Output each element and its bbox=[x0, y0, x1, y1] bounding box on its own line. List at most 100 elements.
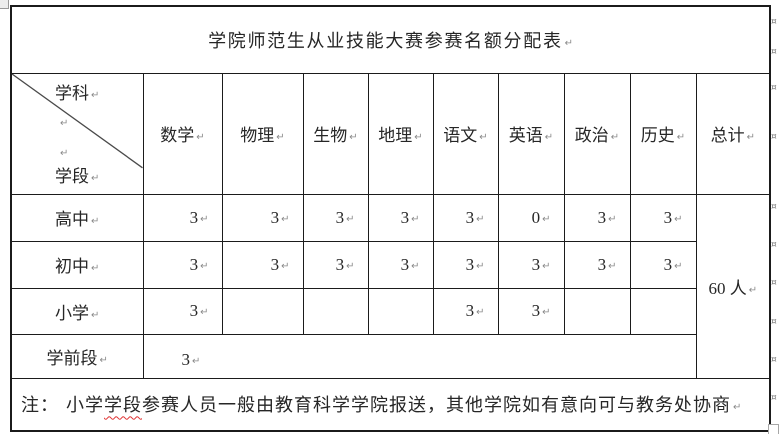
quota-cell[interactable]: 3 ↵ bbox=[142, 240, 223, 289]
corner-subject-label: 学科 ↵ bbox=[55, 83, 100, 103]
quota-cell[interactable] bbox=[367, 287, 434, 335]
quota-cell[interactable] bbox=[563, 287, 631, 335]
paragraph-mark-icon: ↵ bbox=[281, 213, 290, 225]
quota-cell[interactable]: 3 ↵ bbox=[563, 193, 631, 242]
quota-cell[interactable]: 3 ↵ bbox=[221, 240, 304, 289]
column-header-label: 语文 bbox=[443, 126, 478, 145]
paragraph-mark-icon: ↵ bbox=[91, 216, 100, 227]
quota-value: 3 bbox=[400, 254, 410, 274]
row-label-primary[interactable]: 小学 ↵ bbox=[10, 287, 144, 335]
column-header-label: 地理 bbox=[378, 126, 413, 145]
paragraph-mark-icon: ↵ bbox=[608, 213, 617, 225]
paragraph-mark-icon: ↵ bbox=[674, 213, 683, 225]
column-header-label: 英语 bbox=[508, 126, 543, 145]
quota-cell[interactable]: 3 ↵ bbox=[432, 287, 499, 335]
column-header-biology[interactable]: 生物 ↵ bbox=[302, 72, 369, 195]
paragraph-mark-icon: ↵ bbox=[91, 309, 100, 321]
column-header-history[interactable]: 历史 ↵ bbox=[629, 72, 697, 195]
quota-cell[interactable]: 3 ↵ bbox=[142, 193, 223, 242]
paragraph-mark-icon: ↵ bbox=[733, 402, 742, 414]
quota-cell[interactable]: 3 ↵ bbox=[221, 193, 304, 242]
quota-value: 0 bbox=[531, 207, 541, 227]
paragraph-mark-icon: ↵ bbox=[676, 132, 686, 143]
row-label-preschool[interactable]: 学前段 ↵ bbox=[10, 333, 144, 379]
column-header-label: 政治 bbox=[574, 126, 609, 145]
end-of-row-mark-icon: ¤ bbox=[771, 317, 777, 327]
quota-value: 3 bbox=[189, 207, 199, 227]
table-title-cell[interactable]: 学院师范生从业技能大赛参赛名额分配表 ↵ bbox=[10, 5, 771, 74]
quota-cell[interactable]: 3 ↵ bbox=[142, 287, 223, 335]
paragraph-mark-icon: ↵ bbox=[479, 132, 488, 143]
row-label-senior-high[interactable]: 高中 ↵ bbox=[10, 193, 144, 242]
quota-cell[interactable]: 3 ↵ bbox=[367, 240, 434, 289]
row-label: 高中 bbox=[55, 210, 90, 229]
paragraph-mark-icon: ↵ bbox=[608, 260, 617, 272]
quota-cell[interactable] bbox=[302, 287, 369, 335]
quota-value: 3 bbox=[663, 254, 673, 274]
quota-value: 3 bbox=[465, 301, 475, 320]
quota-value: 3 bbox=[335, 254, 345, 274]
quota-cell[interactable]: 3 ↵ bbox=[302, 240, 369, 289]
quota-value: 3 bbox=[270, 207, 280, 227]
preschool-quota-cell[interactable]: 3 ↵ bbox=[142, 333, 697, 379]
table-resize-handle[interactable] bbox=[768, 424, 779, 434]
quota-cell[interactable]: 3 ↵ bbox=[563, 240, 631, 289]
quota-cell[interactable] bbox=[221, 287, 304, 335]
quota-cell[interactable]: 3 ↵ bbox=[497, 240, 565, 289]
quota-cell[interactable]: 3 ↵ bbox=[432, 240, 499, 289]
quota-table: 学院师范生从业技能大赛参赛名额分配表 ↵ 学科 ↵ ↵ ↵ 学段 ↵ 数学 ↵ 物理 ↵ … bbox=[10, 5, 772, 432]
total-quota-cell[interactable]: 60 人 ↵ bbox=[695, 193, 771, 379]
quota-cell[interactable]: 3 ↵ bbox=[367, 193, 434, 242]
paragraph-mark-icon: ↵ bbox=[748, 284, 758, 296]
quota-cell[interactable]: 3 ↵ bbox=[629, 240, 697, 289]
diagonal-split-line bbox=[12, 74, 142, 168]
corner-header-cell[interactable]: 学科 ↵ ↵ ↵ 学段 ↵ bbox=[10, 72, 144, 195]
quota-value: 3 bbox=[531, 254, 541, 274]
row-label-junior-high[interactable]: 初中 ↵ bbox=[10, 240, 144, 289]
paragraph-mark-icon: ↵ bbox=[542, 213, 551, 225]
paragraph-mark-icon: ↵ bbox=[411, 260, 420, 272]
quota-cell[interactable]: 0 ↵ bbox=[497, 193, 565, 242]
paragraph-mark-icon: ↵ bbox=[91, 89, 100, 101]
quota-cell[interactable]: 3 ↵ bbox=[432, 193, 499, 242]
paragraph-mark-icon: ↵ bbox=[200, 260, 209, 272]
quota-value: 3 bbox=[597, 207, 607, 227]
paragraph-mark-icon: ↵ bbox=[346, 260, 355, 272]
quota-value: 3 bbox=[189, 301, 199, 320]
paragraph-mark-icon: ↵ bbox=[192, 356, 201, 367]
paragraph-mark-icon: ↵ bbox=[60, 147, 69, 159]
column-header-english[interactable]: 英语 ↵ bbox=[497, 72, 565, 195]
quota-cell[interactable]: 3 ↵ bbox=[302, 193, 369, 242]
paragraph-mark-icon: ↵ bbox=[200, 307, 209, 318]
paragraph-mark-icon: ↵ bbox=[476, 260, 485, 272]
end-of-row-mark-icon: ¤ bbox=[771, 393, 777, 403]
note-text: 参赛人员一般由教育科学学院报送，其他学院如有意向可与教务处协商 bbox=[142, 395, 731, 416]
end-of-row-mark-icon: ¤ bbox=[771, 47, 777, 57]
column-header-label: 生物 bbox=[313, 126, 348, 145]
paragraph-mark-icon: ↵ bbox=[476, 307, 485, 318]
paragraph-mark-icon: ↵ bbox=[99, 354, 108, 366]
paragraph-mark-icon: ↵ bbox=[196, 132, 205, 143]
paragraph-mark-icon: ↵ bbox=[91, 172, 100, 184]
column-header-total[interactable]: 总计 ↵ bbox=[695, 72, 771, 195]
table-move-handle[interactable] bbox=[0, 0, 9, 9]
paragraph-mark-icon: ↵ bbox=[346, 213, 355, 225]
end-of-row-mark-icon: ¤ bbox=[771, 202, 777, 212]
column-header-chinese[interactable]: 语文 ↵ bbox=[432, 72, 499, 195]
column-header-label: 物理 bbox=[240, 126, 275, 145]
paragraph-mark-icon: ↵ bbox=[91, 263, 100, 274]
paragraph-mark-icon: ↵ bbox=[200, 213, 209, 225]
table-title: 学院师范生从业技能大赛参赛名额分配表 bbox=[208, 30, 563, 51]
quota-cell[interactable]: 3 ↵ bbox=[497, 287, 565, 335]
column-header-math[interactable]: 数学 ↵ bbox=[142, 72, 223, 195]
quota-cell[interactable]: 3 ↵ bbox=[629, 193, 697, 242]
paragraph-mark-icon: ↵ bbox=[542, 307, 551, 318]
column-header-politics[interactable]: 政治 ↵ bbox=[563, 72, 631, 195]
column-header-geography[interactable]: 地理 ↵ bbox=[367, 72, 434, 195]
column-header-label: 数学 bbox=[160, 126, 195, 145]
row-label: 学前段 bbox=[46, 348, 98, 368]
quota-cell[interactable] bbox=[629, 287, 697, 335]
note-cell[interactable]: 注： 小学学段参赛人员一般由教育科学学院报送，其他学院如有意向可与教务处协商 ↵ bbox=[10, 377, 771, 432]
column-header-physics[interactable]: 物理 ↵ bbox=[221, 72, 304, 195]
quota-value: 3 bbox=[531, 301, 541, 320]
